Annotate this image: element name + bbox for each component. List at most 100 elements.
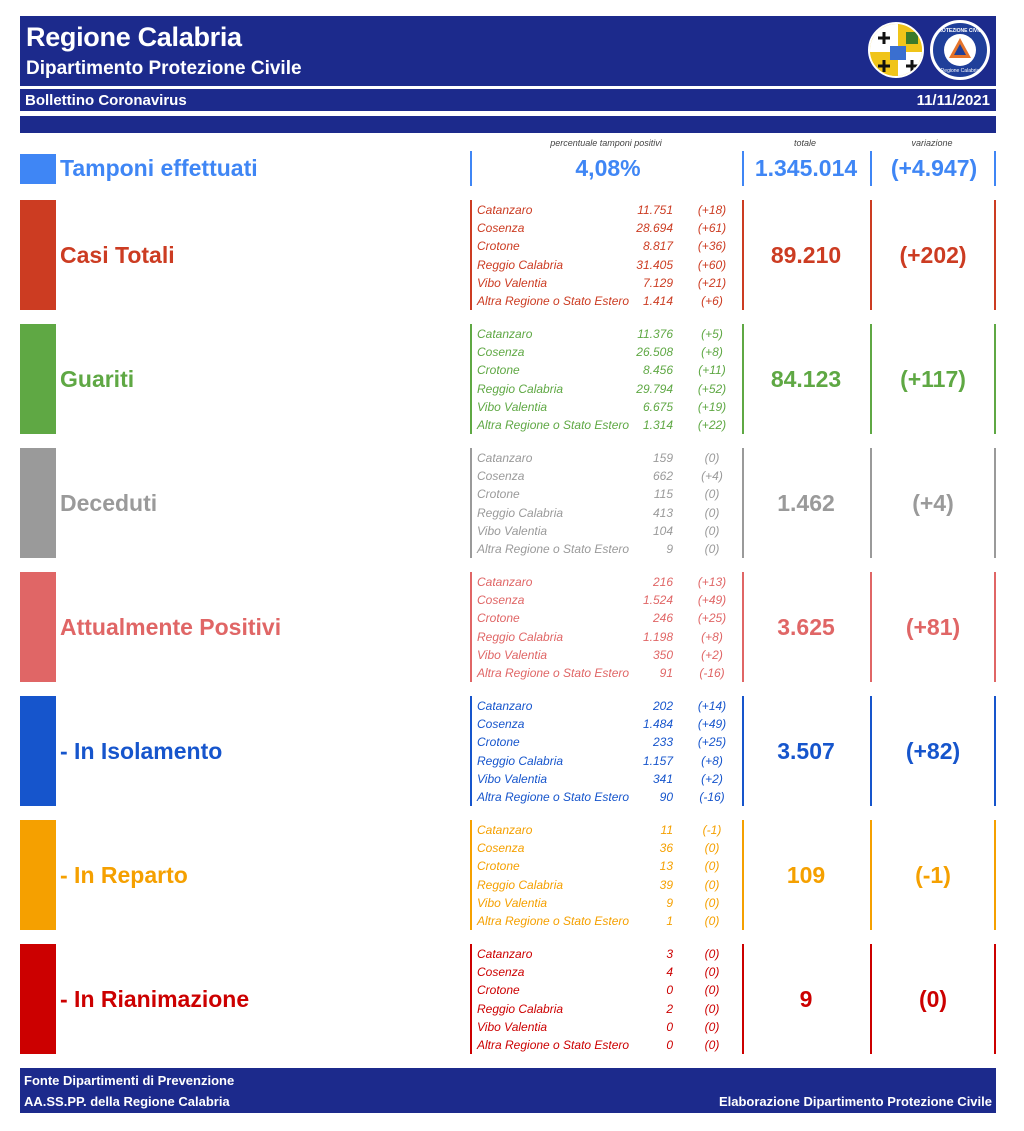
province-delta: (+60): [697, 257, 727, 272]
province-value: 6.675: [642, 399, 673, 414]
province-name: Reggio Calabria: [477, 381, 564, 396]
province-row: Vibo Valentia 341 (+2): [477, 771, 737, 789]
province-value: 350: [652, 647, 673, 662]
province-name: Reggio Calabria: [477, 257, 564, 272]
province-value: 11.751: [637, 203, 673, 217]
province-delta: (0): [704, 895, 720, 910]
section-divider: [994, 696, 996, 806]
province-value: 216: [652, 575, 673, 589]
province-name: Catanzaro: [477, 823, 533, 837]
province-name: Catanzaro: [477, 947, 533, 961]
province-row: Crotone 115 (0): [477, 486, 737, 504]
section-total: 1.462: [777, 489, 835, 516]
province-list: Catanzaro 216 (+13) Cosenza 1.524 (+49) Croton…: [477, 574, 737, 683]
province-row: Reggio Calabria 29.794 (+52): [477, 381, 737, 399]
province-value: 29.794: [636, 381, 673, 396]
province-value: 39: [659, 877, 673, 892]
province-value: 662: [652, 469, 673, 484]
province-row: Crotone 0 (0): [477, 982, 737, 1000]
province-name: Reggio Calabria: [477, 629, 564, 644]
province-row: Altra Regione o Stato Estero 90 (-16): [477, 789, 737, 807]
province-row: Cosenza 1.524 (+49): [477, 592, 737, 610]
province-value: 1: [666, 913, 673, 928]
total-column-header: totale: [793, 138, 817, 148]
province-row: Vibo Valentia 0 (0): [477, 1019, 737, 1037]
province-delta: (+2): [701, 771, 723, 786]
province-row: Catanzaro 216 (+13): [477, 574, 737, 592]
province-row: Altra Regione o Stato Estero 9 (0): [477, 541, 737, 559]
province-row: Vibo Valentia 350 (+2): [477, 647, 737, 665]
tamponi-divider: [994, 151, 996, 186]
province-row: Catanzaro 3 (0): [477, 946, 737, 964]
province-row: Altra Regione o Stato Estero 1.314 (+22): [477, 417, 737, 435]
section-swatch: [20, 200, 56, 310]
province-value: 2: [666, 1001, 673, 1016]
province-name: Reggio Calabria: [477, 753, 564, 768]
tamponi-row: Tamponi effettuati 4,08% 1.345.014 (+4.9…: [20, 151, 1000, 187]
header-banner: Regione Calabria Dipartimento Protezione…: [20, 16, 996, 86]
footer-source-line1: Fonte Dipartimenti di Prevenzione: [24, 1073, 235, 1088]
province-name: Altra Regione o Stato Estero: [477, 789, 630, 804]
province-name: Catanzaro: [477, 327, 533, 341]
province-delta: (+36): [697, 239, 727, 254]
bulletin-title: Bollettino Coronavirus: [25, 92, 187, 109]
province-delta: (-1): [702, 823, 722, 837]
section-label: - In Rianimazione: [60, 985, 250, 1012]
section-divider: [742, 944, 744, 1054]
province-name: Vibo Valentia: [477, 895, 548, 910]
province-delta: (+5): [701, 327, 723, 341]
tamponi-swatch: [20, 154, 56, 184]
province-value: 104: [652, 523, 673, 538]
province-value: 26.508: [636, 345, 673, 360]
province-delta: (0): [704, 451, 720, 465]
section-total: 3.625: [777, 613, 835, 640]
province-row: Cosenza 662 (+4): [477, 468, 737, 486]
province-value: 8.456: [642, 363, 673, 378]
variation-column-header: variazione: [911, 138, 953, 148]
province-delta: (+8): [701, 629, 723, 644]
section-divider: [870, 324, 872, 434]
section-variation: (-1): [915, 861, 951, 888]
province-name: Vibo Valentia: [477, 771, 548, 786]
province-delta: (+18): [697, 203, 727, 217]
department-subtitle: Dipartimento Protezione Civile: [26, 58, 302, 79]
section-divider: [870, 448, 872, 558]
section-divider: [470, 200, 472, 310]
svg-text:PROTEZIONE CIVILE: PROTEZIONE CIVILE: [935, 28, 986, 34]
province-list: Catanzaro 11 (-1) Cosenza 36 (0) Crotone 13 (0) R…: [477, 822, 737, 931]
province-name: Crotone: [477, 611, 520, 626]
province-value: 233: [652, 735, 673, 750]
province-name: Altra Regione o Stato Estero: [477, 417, 630, 432]
province-name: Crotone: [477, 239, 520, 254]
province-value: 413: [652, 505, 673, 520]
province-row: Cosenza 1.484 (+49): [477, 716, 737, 734]
province-name: Altra Regione o Stato Estero: [477, 665, 630, 680]
protezione-civile-logo: PROTEZIONE CIVILE Regione Calabria: [930, 20, 990, 80]
province-name: Catanzaro: [477, 699, 533, 713]
section-total: 84.123: [770, 365, 842, 392]
province-name: Crotone: [477, 487, 520, 502]
province-value: 341: [652, 771, 673, 786]
province-delta: (-16): [699, 665, 725, 680]
province-value: 8.817: [642, 239, 673, 254]
province-name: Vibo Valentia: [477, 275, 548, 290]
province-value: 1.414: [642, 293, 673, 308]
province-name: Catanzaro: [477, 575, 533, 589]
section-divider: [470, 696, 472, 806]
province-row: Reggio Calabria 39 (0): [477, 877, 737, 895]
province-name: Vibo Valentia: [477, 1019, 548, 1034]
province-row: Reggio Calabria 1.198 (+8): [477, 629, 737, 647]
province-delta: (0): [704, 487, 720, 502]
province-name: Cosenza: [477, 841, 525, 856]
tamponi-divider: [870, 151, 872, 186]
section-divider: [870, 572, 872, 682]
section-divider: [994, 324, 996, 434]
province-name: Altra Regione o Stato Estero: [477, 913, 630, 928]
province-value: 31.405: [636, 257, 673, 272]
province-row: Altra Regione o Stato Estero 1.414 (+6): [477, 293, 737, 311]
section-divider: [470, 572, 472, 682]
section-divider: [870, 820, 872, 930]
province-name: Altra Regione o Stato Estero: [477, 1037, 630, 1052]
section-label: Guariti: [60, 365, 135, 392]
province-delta: (+8): [701, 753, 723, 768]
